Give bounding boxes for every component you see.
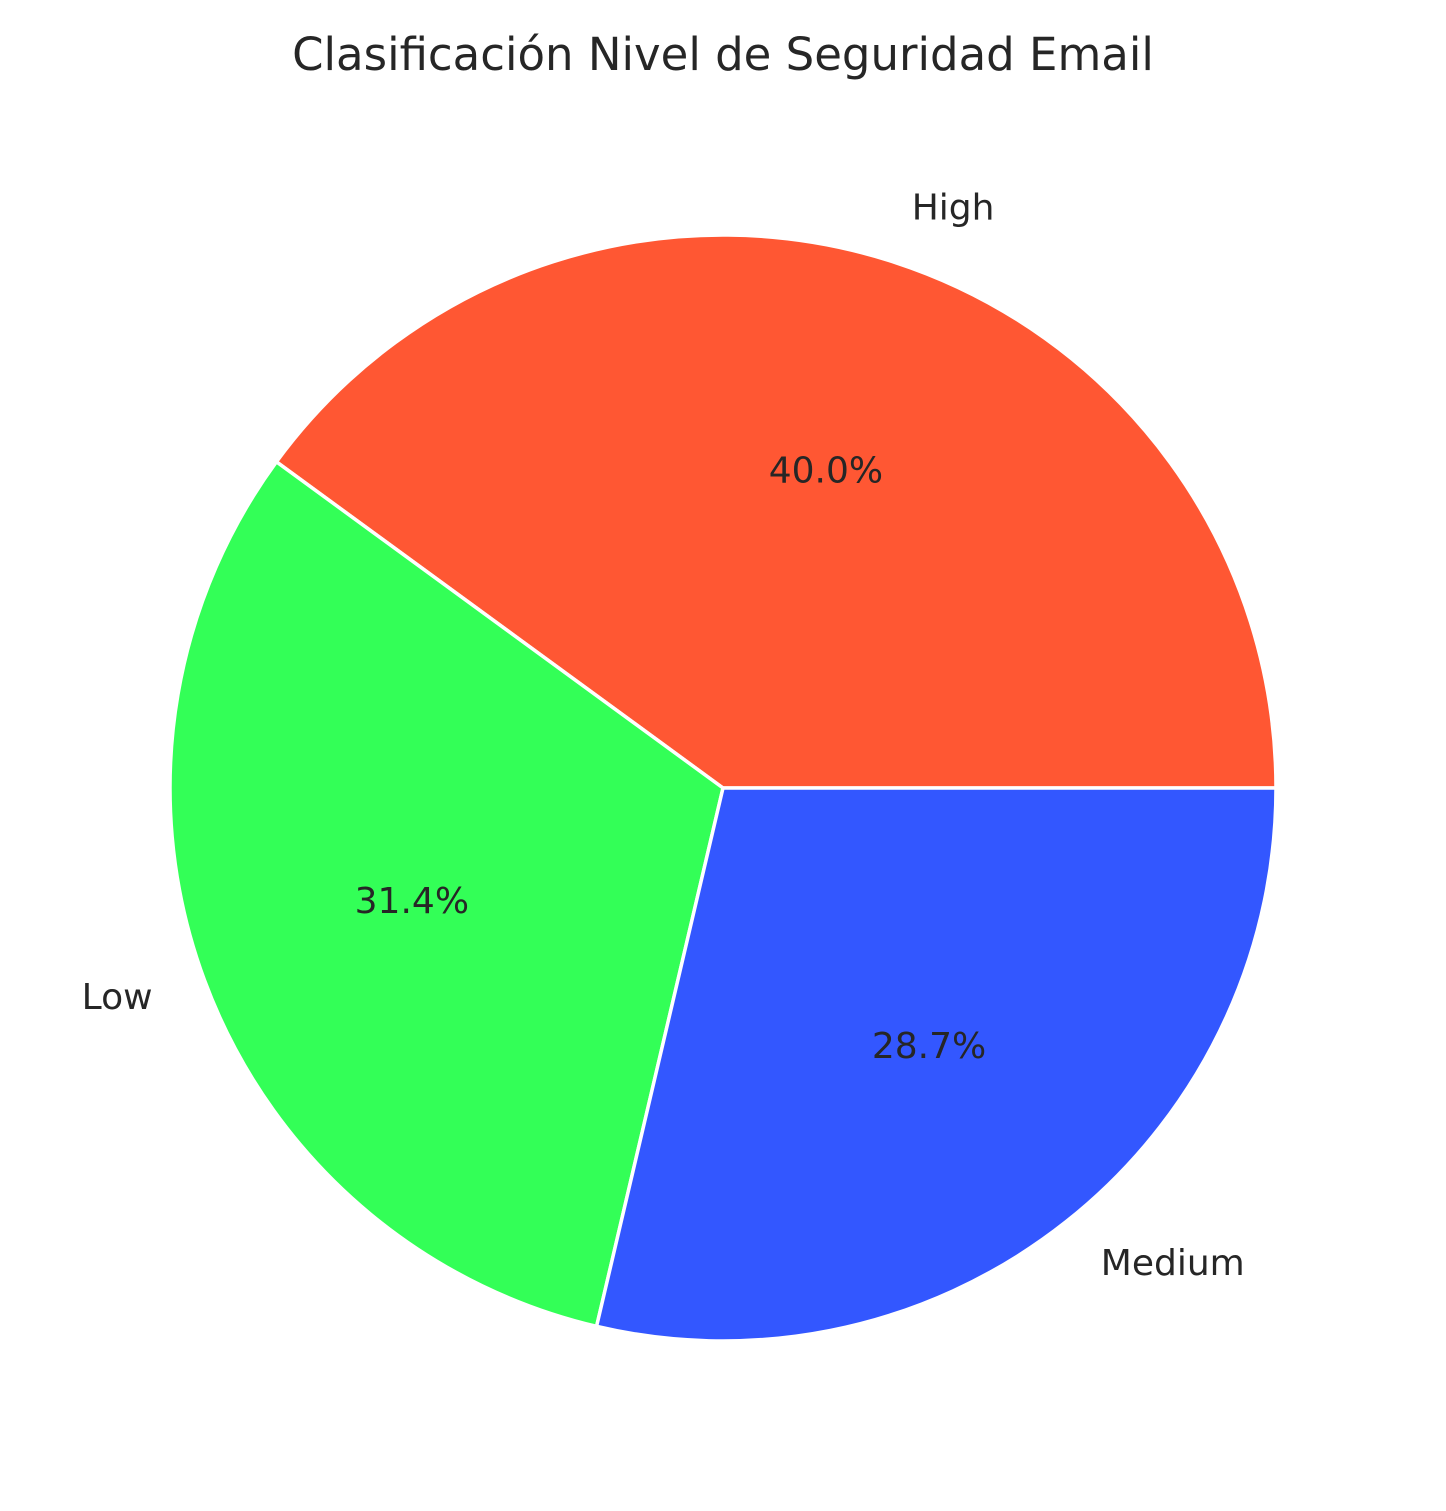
pie-slices <box>168 233 1278 1343</box>
pie-slice-low <box>168 460 725 1329</box>
slice-label-medium: Medium <box>1101 1243 1245 1284</box>
slice-percent-medium: 28.7% <box>872 1026 986 1067</box>
chart-title: Clasificación Nivel de Seguridad Email <box>292 28 1154 81</box>
pie-slice-medium <box>594 786 1278 1343</box>
pie-slice-high <box>274 233 1278 790</box>
slice-percent-high: 40.0% <box>769 451 883 492</box>
slice-percent-low: 31.4% <box>355 881 469 922</box>
slice-label-low: Low <box>82 977 153 1018</box>
slice-label-high: High <box>912 188 995 229</box>
pie-labels: High 40.0% Low 31.4% Medium 28.7% <box>82 188 1245 1284</box>
